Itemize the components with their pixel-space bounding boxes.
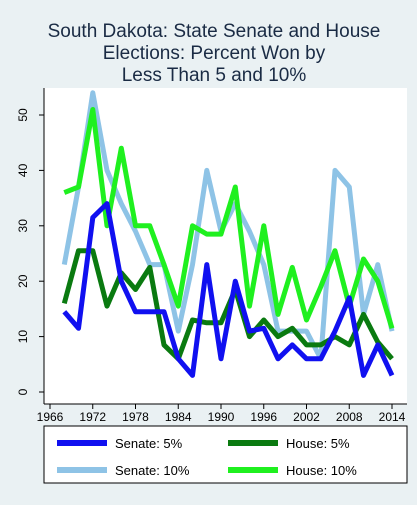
chart-title-line-1: South Dakota: State Senate and House — [48, 21, 381, 42]
x-tick-label: 1978 — [122, 410, 149, 424]
x-tick-label: 2014 — [379, 410, 406, 424]
y-tick-label: 50 — [16, 108, 30, 122]
y-tick-label: 10 — [16, 330, 30, 344]
y-tick-label: 30 — [16, 219, 30, 233]
legend-label: House: 10% — [286, 463, 357, 478]
legend-label: House: 5% — [286, 436, 350, 451]
y-tick-label: 20 — [16, 274, 30, 288]
legend: Senate: 5% House: 5% Senate: 10% House: 10% — [44, 426, 407, 483]
y-tick-label: 0 — [16, 388, 30, 395]
x-tick-label: 1966 — [37, 410, 64, 424]
x-tick-label: 1984 — [165, 410, 192, 424]
x-tick-label: 1972 — [79, 410, 106, 424]
x-tick-label: 2002 — [293, 410, 320, 424]
legend-label: Senate: 10% — [115, 463, 190, 478]
x-tick-label: 1996 — [250, 410, 277, 424]
legend-label: Senate: 5% — [115, 436, 183, 451]
chart-title-line-3: Less Than 5 and 10% — [122, 65, 307, 86]
y-tick-label: 40 — [16, 163, 30, 177]
x-tick-label: 1990 — [208, 410, 235, 424]
chart-title-line-2: Elections: Percent Won by — [103, 43, 326, 64]
x-tick-label: 2008 — [336, 410, 363, 424]
